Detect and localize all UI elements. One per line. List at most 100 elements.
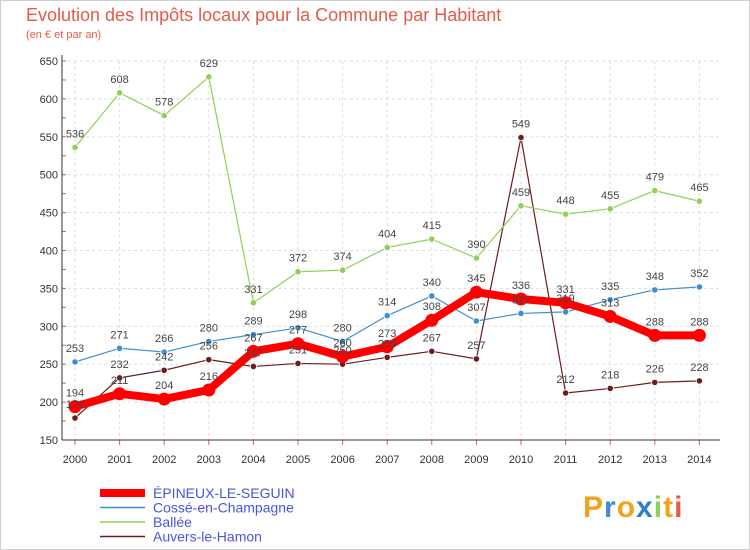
y-tick-label: 150 [40, 435, 58, 447]
data-label: 273 [378, 328, 396, 340]
series-point-2 [205, 73, 213, 81]
series-point-2 [160, 111, 168, 120]
x-tick-label: 2004 [241, 454, 265, 466]
series-point-2 [561, 210, 570, 218]
data-label: 288 [646, 316, 664, 328]
x-tick-label: 2002 [152, 454, 176, 466]
series-point-0 [648, 328, 662, 342]
data-label: 459 [512, 187, 530, 199]
series-point-2 [651, 187, 659, 195]
data-label: 250 [333, 345, 351, 357]
legend: ÉPINEUX-LE-SEGUINCossé-en-ChampagneBallé… [100, 485, 295, 545]
series-point-2 [249, 299, 257, 307]
y-tick-label: 550 [40, 132, 58, 144]
x-tick-label: 2011 [554, 454, 578, 466]
series-point-3 [428, 347, 436, 355]
legend-label: ÉPINEUX-LE-SEGUIN [153, 485, 295, 501]
series-point-3 [116, 374, 124, 382]
data-label: 549 [512, 119, 530, 131]
series-point-0 [246, 344, 260, 358]
data-label: 277 [289, 325, 307, 337]
data-label: 289 [244, 316, 262, 328]
series-point-2 [338, 266, 347, 274]
series-point-0 [68, 400, 82, 414]
data-label: 313 [601, 297, 619, 309]
series-point-1 [338, 337, 347, 346]
series-point-2 [294, 268, 302, 276]
x-tick-label: 2001 [107, 454, 131, 466]
data-label: 308 [423, 301, 441, 313]
series-point-1 [428, 292, 436, 300]
data-label: 271 [110, 329, 128, 341]
x-tick-label: 2007 [375, 454, 399, 466]
data-label: 348 [646, 271, 664, 283]
data-label: 256 [200, 341, 218, 353]
x-tick-label: 2006 [330, 454, 354, 466]
series-point-3 [695, 377, 704, 385]
data-label: 307 [467, 302, 485, 314]
series-point-3 [561, 389, 570, 397]
data-label: 374 [333, 251, 351, 263]
series-point-3 [472, 355, 480, 363]
series-point-1 [383, 312, 391, 320]
series-point-3 [205, 356, 213, 364]
y-tick-label: 500 [40, 170, 58, 182]
data-label: 280 [200, 322, 218, 334]
data-label: 448 [556, 195, 574, 207]
data-label: 314 [378, 297, 396, 309]
chart-title: Evolution des Impôts locaux pour la Comm… [26, 5, 501, 25]
data-label: 536 [66, 128, 84, 140]
data-label: 216 [200, 371, 218, 383]
series-point-2 [71, 143, 79, 152]
x-tick-label: 2010 [509, 454, 533, 466]
data-label: 331 [556, 284, 574, 296]
y-tick-label: 600 [40, 94, 58, 106]
series-point-1 [249, 331, 257, 339]
data-label: 257 [467, 340, 485, 352]
proxiti-logo: Proxiti [583, 491, 683, 524]
data-label-layer: 194 211 204 216 267 277 260 273 308 345 336 331 313 2… [66, 58, 709, 411]
data-label: 242 [155, 351, 173, 363]
data-label: 465 [690, 182, 708, 194]
legend-label: Cossé-en-Champagne [153, 500, 294, 516]
series-point-0 [202, 383, 216, 397]
series-point-1 [205, 337, 213, 346]
series-point-0 [469, 285, 483, 299]
series-layer [68, 73, 706, 422]
series-point-2 [606, 205, 614, 213]
series-point-3 [651, 378, 659, 386]
data-label: 340 [423, 277, 441, 289]
data-label: 298 [289, 309, 307, 321]
y-tick-label: 650 [40, 56, 58, 68]
y-tick-label: 250 [40, 359, 58, 371]
data-label: 578 [155, 97, 173, 109]
series-point-0 [603, 309, 617, 323]
data-label: 259 [378, 338, 396, 350]
series-point-0 [425, 313, 439, 327]
series-point-0 [157, 392, 171, 406]
data-label: 204 [155, 380, 173, 392]
series-point-3 [294, 359, 302, 368]
series-point-3 [160, 366, 168, 374]
legend-label: Auvers-le-Hamon [153, 529, 262, 545]
x-tick-label: 2005 [286, 454, 310, 466]
series-point-0 [113, 387, 127, 401]
data-label: 317 [512, 294, 530, 306]
series-point-2 [472, 254, 480, 262]
data-label: 267 [423, 332, 441, 344]
x-tick-label: 2003 [197, 454, 221, 466]
series-point-1 [294, 324, 302, 332]
logo-text: Proxiti [583, 491, 683, 524]
legend-label: Ballée [153, 514, 192, 530]
data-label: 226 [646, 363, 664, 375]
data-label: 211 [111, 375, 129, 387]
data-label: 404 [378, 228, 396, 240]
y-tick-label: 350 [40, 283, 58, 295]
data-label: 319 [556, 293, 574, 305]
series-point-3 [606, 384, 614, 393]
x-tick-label: 2013 [643, 454, 667, 466]
data-label: 335 [601, 281, 619, 293]
series-point-1 [71, 358, 79, 366]
